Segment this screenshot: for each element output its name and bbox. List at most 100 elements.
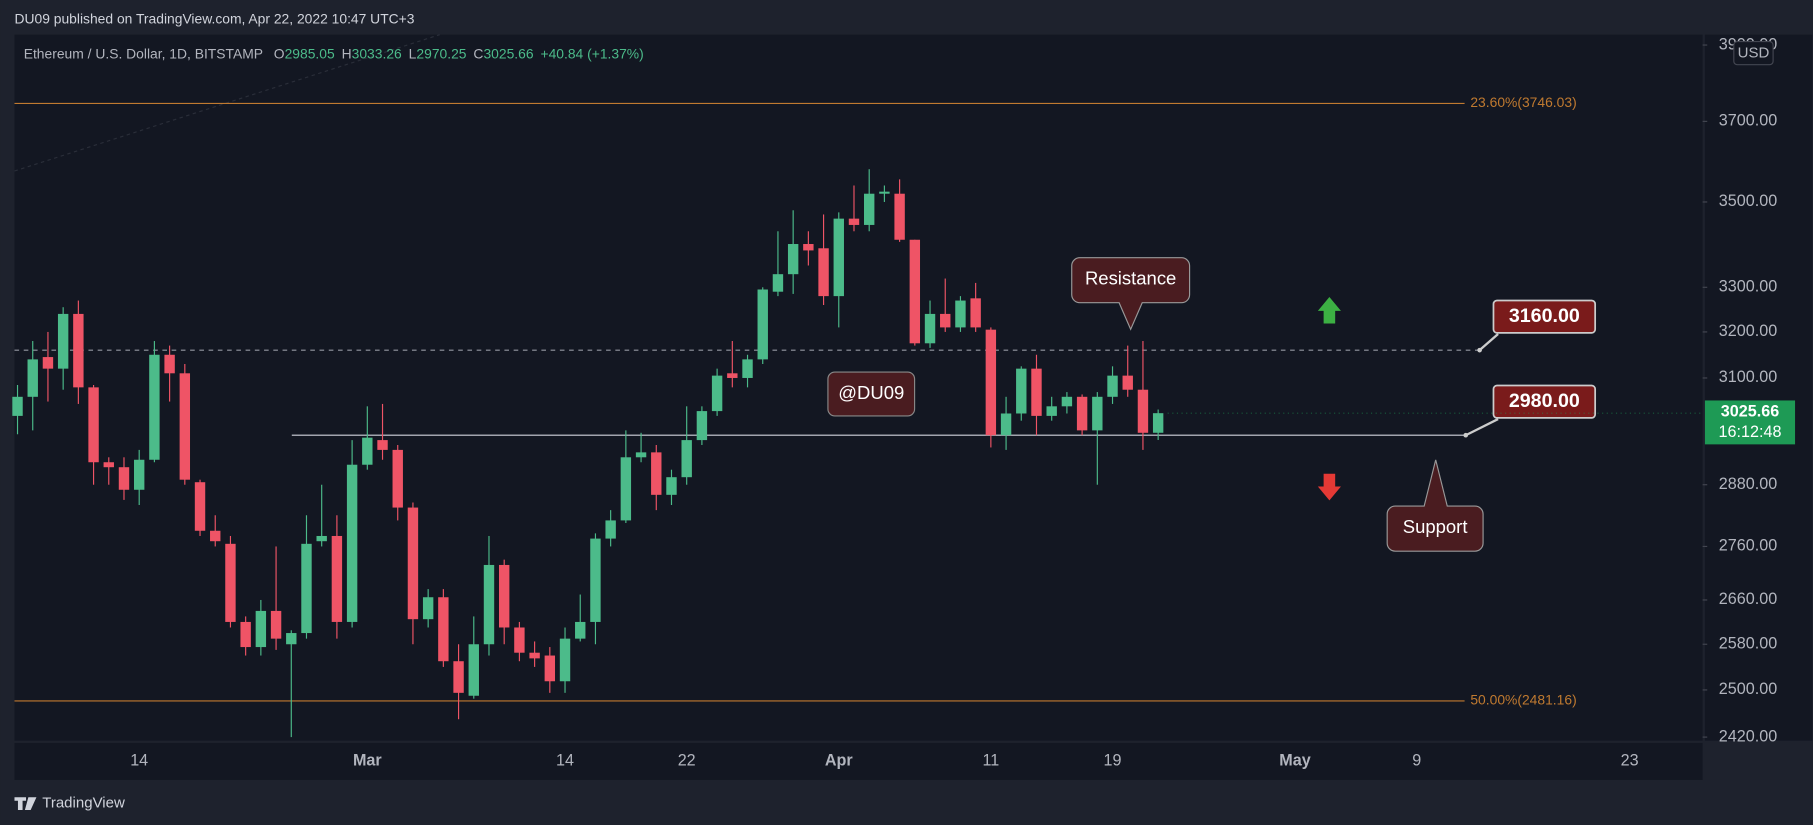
candle-body — [605, 520, 616, 539]
candle-body — [620, 457, 632, 521]
candle-body — [407, 507, 419, 620]
field-key: O — [274, 45, 285, 61]
field-value: 3033.26 — [352, 45, 402, 61]
candle-body — [696, 411, 708, 441]
candle-body — [1031, 368, 1042, 416]
fib-label: 23.60%(3746.03) — [1470, 94, 1576, 110]
watermark-callout: @DU09 — [827, 371, 916, 417]
candle-body — [1016, 368, 1027, 414]
candle-body — [225, 543, 236, 622]
price-callout — [1492, 384, 1597, 419]
field-key: H — [342, 45, 352, 61]
x-tick-label: Apr — [825, 752, 854, 770]
candle-body — [757, 289, 768, 360]
candle-body — [970, 298, 981, 328]
candle-body — [514, 627, 525, 653]
footer: TradingView — [14, 795, 125, 812]
candle-body — [544, 655, 556, 682]
y-tick-label: 3100.00 — [1719, 368, 1777, 386]
candle-body — [179, 373, 191, 480]
y-tick-label: 3500.00 — [1719, 192, 1777, 210]
candle-body — [118, 467, 130, 490]
candle-body — [1137, 389, 1149, 433]
candle-body — [240, 621, 251, 648]
last-price-tag — [1704, 400, 1796, 445]
y-tick-label: 3300.00 — [1719, 278, 1777, 296]
x-tick-label: 19 — [1104, 752, 1122, 770]
symbol: Ethereum / U.S. Dollar, 1D, BITSTAMP — [24, 45, 263, 61]
candle-body — [833, 218, 844, 297]
change: +40.84 (+1.37%) — [541, 45, 644, 61]
candle-body — [1076, 396, 1088, 431]
resistance-callout: Resistance — [1071, 257, 1191, 331]
candle-body — [57, 313, 69, 369]
candle-body — [681, 440, 692, 478]
y-tick-label: 2760.00 — [1719, 537, 1777, 555]
support-callout: Support — [1386, 459, 1484, 552]
candle-body — [316, 535, 327, 542]
candle-body — [575, 621, 586, 639]
candle-body — [985, 329, 997, 436]
candle-body — [286, 633, 297, 645]
y-tick-label: 2500.00 — [1719, 680, 1777, 698]
candle-body — [1000, 413, 1012, 436]
candle-body — [42, 357, 54, 369]
x-tick-label: May — [1279, 752, 1310, 770]
callout-box — [1071, 257, 1191, 331]
y-tick-label: 2880.00 — [1719, 475, 1777, 493]
candle-body — [909, 239, 921, 344]
candle-body — [422, 597, 434, 620]
x-tick-label: 14 — [130, 752, 148, 770]
candle-body — [1046, 406, 1057, 416]
candle-body — [1152, 413, 1164, 433]
candle-body — [301, 543, 312, 634]
candle-body — [772, 274, 784, 292]
candle-body — [133, 459, 145, 490]
candle-body — [483, 564, 495, 645]
candle-body — [940, 313, 951, 328]
candle-body — [879, 191, 890, 194]
candle-body — [529, 652, 540, 659]
candle-body — [1122, 375, 1133, 390]
countdown: 16:12:48 — [1719, 423, 1782, 441]
callout-pointer — [1465, 418, 1499, 437]
candle-body — [1061, 396, 1073, 407]
candle-body — [149, 354, 160, 460]
field-value: 2985.05 — [285, 45, 335, 61]
candle-body — [73, 313, 84, 388]
candle-body — [346, 464, 358, 622]
time-axis — [14, 742, 1703, 780]
price-callout — [1492, 299, 1597, 334]
candle-body — [803, 244, 814, 251]
candle-body — [590, 538, 601, 622]
candle-body — [635, 452, 647, 458]
candle-body — [498, 564, 510, 628]
candle-body — [194, 482, 206, 531]
candle-body — [1107, 375, 1118, 397]
candle-body — [362, 437, 373, 465]
y-tick-label: 2660.00 — [1719, 590, 1777, 608]
candle-body — [863, 193, 875, 225]
candle-body — [453, 661, 464, 693]
logo — [14, 797, 37, 810]
field-key: L — [409, 45, 417, 61]
candle-body — [666, 477, 677, 495]
y-tick-label: 3700.00 — [1719, 112, 1777, 130]
price-callout-label: 2980.00 — [1509, 390, 1580, 412]
candle-body — [894, 193, 905, 240]
x-tick-label: 14 — [556, 752, 574, 770]
trend-line — [14, 34, 440, 172]
callout-box — [827, 371, 916, 417]
x-tick-label: Mar — [353, 752, 382, 770]
candle-body — [787, 244, 799, 275]
x-tick-label: 11 — [982, 752, 999, 770]
price-axis — [1704, 34, 1813, 741]
candle-body — [559, 638, 571, 682]
field-value: 3025.66 — [483, 45, 533, 61]
candle-body — [27, 359, 38, 397]
candle-body — [255, 610, 267, 648]
watermark: @DU09 — [838, 382, 904, 403]
candle-body — [331, 535, 343, 622]
callout-box — [1386, 459, 1484, 552]
